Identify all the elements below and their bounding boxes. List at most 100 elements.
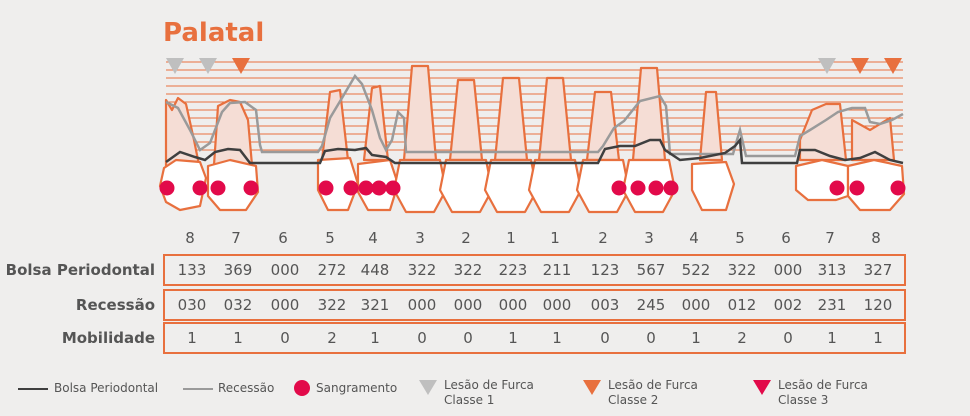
tooth-number: 5 <box>325 229 335 247</box>
table-cell: 000 <box>498 296 528 314</box>
bleeding-dot <box>192 180 208 196</box>
table-cell: 133 <box>177 261 207 279</box>
table-cell: 000 <box>270 296 300 314</box>
legend-furca1-label: Lesão de Furca Classe 1 <box>444 378 534 407</box>
row-label: Recessão <box>75 296 155 314</box>
table-cell: 322 <box>407 261 437 279</box>
table-row: 133 369 000 272 448 322 322 223 211 123 567 522 322 0… <box>163 254 906 286</box>
table-cell: 211 <box>542 261 572 279</box>
legend-furca3-icon <box>753 380 771 395</box>
bleeding-dot <box>159 180 175 196</box>
tooth-number: 2 <box>461 229 471 247</box>
table-cell: 322 <box>453 261 483 279</box>
tooth-number: 3 <box>415 229 425 247</box>
table-cell: 321 <box>360 296 390 314</box>
table-cell: 1 <box>508 329 518 347</box>
table-cell: 1 <box>370 329 380 347</box>
periodontal-chart <box>158 58 906 214</box>
bleeding-dot <box>829 180 845 196</box>
table-cell: 0 <box>280 329 290 347</box>
tooth-number: 4 <box>689 229 699 247</box>
table-cell: 032 <box>223 296 253 314</box>
pocket-line <box>165 136 904 165</box>
legend-furca2-icon <box>583 380 601 395</box>
tooth-crown <box>527 158 583 214</box>
table-cell: 522 <box>681 261 711 279</box>
bleeding-points <box>159 180 906 196</box>
tooth-number: 1 <box>506 229 516 247</box>
page-title: Palatal <box>163 18 265 48</box>
table-cell: 313 <box>817 261 847 279</box>
table-cell: 0 <box>783 329 793 347</box>
furcation-marker <box>199 58 217 74</box>
table-cell: 1 <box>187 329 197 347</box>
furcation-marker <box>818 58 836 74</box>
tooth-crown <box>392 158 448 214</box>
tooth-root <box>402 64 438 162</box>
tooth-number: 6 <box>781 229 791 247</box>
table-cell: 120 <box>863 296 893 314</box>
tooth-number: 8 <box>185 229 195 247</box>
furcation-markers <box>166 58 902 74</box>
table-cell: 369 <box>223 261 253 279</box>
bleeding-dot <box>385 180 401 196</box>
legend-bleeding-dot <box>294 380 310 396</box>
table-cell: 567 <box>636 261 666 279</box>
tooth-crown <box>316 156 360 212</box>
tooth-root <box>537 76 573 162</box>
table-cell: 322 <box>317 296 347 314</box>
bleeding-dot <box>210 180 226 196</box>
table-cell: 123 <box>590 261 620 279</box>
tooth-crown <box>575 158 631 214</box>
tooth-number: 7 <box>231 229 241 247</box>
legend-furca3-label: Lesão de Furca Classe 3 <box>778 378 868 407</box>
tooth-crown <box>483 158 539 214</box>
table-cell: 0 <box>417 329 427 347</box>
furcation-marker <box>166 58 184 74</box>
table-cell: 003 <box>590 296 620 314</box>
tooth-root <box>798 102 848 162</box>
tooth-number: 3 <box>644 229 654 247</box>
tooth-root <box>698 90 724 162</box>
table-cell: 231 <box>817 296 847 314</box>
table-cell: 327 <box>863 261 893 279</box>
table-cell: 0 <box>600 329 610 347</box>
table-cell: 000 <box>270 261 300 279</box>
legend-furca2-label: Lesão de Furca Classe 2 <box>608 378 698 407</box>
table-cell: 000 <box>542 296 572 314</box>
table-cell: 0 <box>646 329 656 347</box>
table-cell: 2 <box>737 329 747 347</box>
tooth-crown <box>690 160 736 212</box>
table-cell: 000 <box>453 296 483 314</box>
table-row: 030 032 000 322 321 000 000 000 000 003 245 000 012 0… <box>163 289 906 321</box>
table-row: 1 1 0 2 1 0 0 1 1 0 0 1 2 0 1 1 <box>163 322 906 354</box>
bleeding-dot <box>371 180 387 196</box>
bleeding-dot <box>849 180 865 196</box>
table-cell: 0 <box>463 329 473 347</box>
legend-furca1-icon <box>419 380 437 395</box>
furcation-marker <box>851 58 869 74</box>
table-cell: 322 <box>727 261 757 279</box>
furcation-marker <box>232 58 250 74</box>
table-cell: 002 <box>773 296 803 314</box>
table-cell: 1 <box>691 329 701 347</box>
table-cell: 012 <box>727 296 757 314</box>
recession-line <box>165 73 904 158</box>
tooth-root <box>493 76 529 162</box>
reference-lines <box>166 61 903 151</box>
bleeding-dot <box>648 180 664 196</box>
table-cell: 1 <box>233 329 243 347</box>
table-cell: 000 <box>681 296 711 314</box>
bleeding-dot <box>663 180 679 196</box>
bleeding-dot <box>358 180 374 196</box>
legend-bleeding-label: Sangramento <box>316 381 398 395</box>
table-cell: 000 <box>773 261 803 279</box>
table-cell: 1 <box>552 329 562 347</box>
tooth-number: 6 <box>278 229 288 247</box>
table-cell: 223 <box>498 261 528 279</box>
table-cell: 1 <box>827 329 837 347</box>
bleeding-dot <box>343 180 359 196</box>
tooth-crown <box>846 158 906 212</box>
teeth-group <box>158 64 906 214</box>
table-cell: 448 <box>360 261 390 279</box>
